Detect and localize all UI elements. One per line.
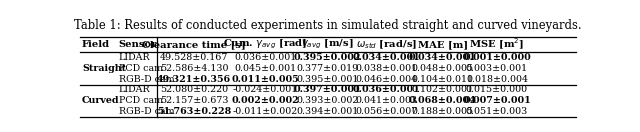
Text: 0.068±0.004: 0.068±0.004 <box>409 96 476 105</box>
Text: 52.157±0.673: 52.157±0.673 <box>160 96 228 105</box>
Text: Field: Field <box>82 40 110 49</box>
Text: Straight: Straight <box>82 64 126 73</box>
Text: Cum. $\gamma_{avg}$ [rad]: Cum. $\gamma_{avg}$ [rad] <box>223 38 307 51</box>
Text: 0.002±0.002: 0.002±0.002 <box>231 96 299 105</box>
Text: RGB-D cam: RGB-D cam <box>118 75 174 84</box>
Text: 0.036±0.001: 0.036±0.001 <box>234 53 296 62</box>
Text: MAE [m]: MAE [m] <box>417 40 468 49</box>
Text: MSE [m$^2$]: MSE [m$^2$] <box>469 37 524 52</box>
Text: 0.051±0.003: 0.051±0.003 <box>466 107 528 116</box>
Text: 52.080±0.220: 52.080±0.220 <box>160 86 228 95</box>
Text: $v_{avg}$ [m/s]: $v_{avg}$ [m/s] <box>301 38 353 51</box>
Text: LIDAR: LIDAR <box>118 86 150 95</box>
Text: PCD cam: PCD cam <box>118 96 163 105</box>
Text: Clearance time [s]: Clearance time [s] <box>142 40 246 49</box>
Text: 0.034±0.001: 0.034±0.001 <box>353 53 420 62</box>
Text: 0.056±0.007: 0.056±0.007 <box>355 107 418 116</box>
Text: Table 1: Results of conducted experiments in simulated straight and curved viney: Table 1: Results of conducted experiment… <box>74 19 582 32</box>
Text: 0.188±0.005: 0.188±0.005 <box>412 107 474 116</box>
Text: 0.394±0.001: 0.394±0.001 <box>296 107 358 116</box>
Text: 0.007±0.001: 0.007±0.001 <box>463 96 531 105</box>
Text: Curved: Curved <box>82 96 120 105</box>
Text: 0.377±0.019: 0.377±0.019 <box>296 64 358 73</box>
Text: 0.395±0.002: 0.395±0.002 <box>294 53 361 62</box>
Text: 49.321±0.356: 49.321±0.356 <box>157 75 231 84</box>
Text: 0.395±0.001: 0.395±0.001 <box>296 75 358 84</box>
Text: 0.015±0.000: 0.015±0.000 <box>466 86 528 95</box>
Text: 0.034±0.001: 0.034±0.001 <box>409 53 476 62</box>
Text: 0.393±0.002: 0.393±0.002 <box>296 96 358 105</box>
Text: 0.036±0.001: 0.036±0.001 <box>353 86 420 95</box>
Text: 0.001±0.000: 0.001±0.000 <box>463 53 531 62</box>
Text: LIDAR: LIDAR <box>118 53 150 62</box>
Text: 52.586±4.130: 52.586±4.130 <box>160 64 228 73</box>
Text: 0.011±0.005: 0.011±0.005 <box>231 75 299 84</box>
Text: $\omega_{std}$ [rad/s]: $\omega_{std}$ [rad/s] <box>356 38 417 51</box>
Text: Sensor: Sensor <box>118 40 157 49</box>
Text: -0.011±0.002: -0.011±0.002 <box>232 107 298 116</box>
Text: RGB-D cam: RGB-D cam <box>118 107 174 116</box>
Text: 0.104±0.011: 0.104±0.011 <box>412 75 474 84</box>
Text: -0.024±0.001: -0.024±0.001 <box>232 86 298 95</box>
Text: 0.041±0.003: 0.041±0.003 <box>355 96 417 105</box>
Text: 0.003±0.001: 0.003±0.001 <box>466 64 528 73</box>
Text: 0.048±0.005: 0.048±0.005 <box>412 64 474 73</box>
Text: 51.763±0.228: 51.763±0.228 <box>157 107 231 116</box>
Text: 0.018±0.004: 0.018±0.004 <box>466 75 528 84</box>
Text: PCD cam: PCD cam <box>118 64 163 73</box>
Text: 0.046±0.004: 0.046±0.004 <box>355 75 417 84</box>
Text: 0.045±0.001: 0.045±0.001 <box>234 64 296 73</box>
Text: 0.397±0.001: 0.397±0.001 <box>294 86 361 95</box>
Text: 0.038±0.001: 0.038±0.001 <box>355 64 417 73</box>
Text: 0.102±0.001: 0.102±0.001 <box>412 86 474 95</box>
Text: 49.528±0.167: 49.528±0.167 <box>160 53 228 62</box>
